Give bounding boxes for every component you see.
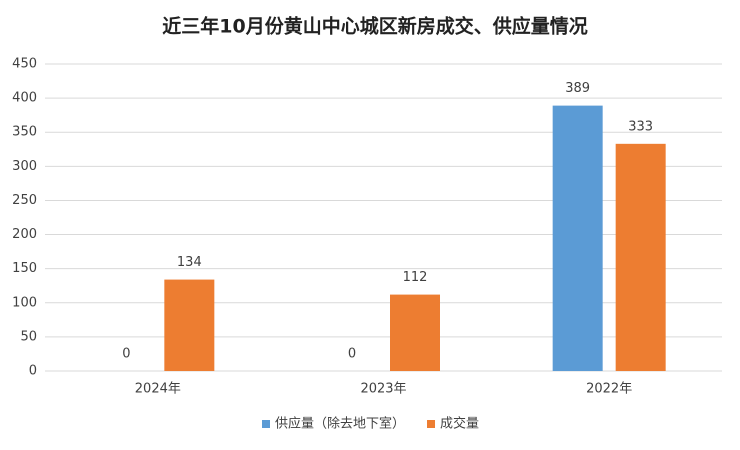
data-label: 389 xyxy=(565,81,590,96)
data-label: 333 xyxy=(628,119,653,134)
data-label: 0 xyxy=(348,347,356,362)
y-tick-label: 350 xyxy=(12,125,37,140)
bar xyxy=(164,279,215,371)
legend-label: 供应量（除去地下室） xyxy=(275,416,405,432)
y-tick-label: 100 xyxy=(12,295,37,310)
bar xyxy=(552,105,603,372)
x-tick-label: 2022年 xyxy=(586,382,632,397)
legend-swatch xyxy=(262,420,270,428)
bar xyxy=(615,143,666,371)
y-tick-label: 150 xyxy=(12,261,37,276)
y-tick-label: 0 xyxy=(29,364,37,379)
y-tick-label: 450 xyxy=(12,57,37,72)
y-tick-label: 250 xyxy=(12,193,37,208)
y-tick-label: 300 xyxy=(12,159,37,174)
x-tick-label: 2023年 xyxy=(360,382,406,397)
x-tick-label: 2024年 xyxy=(135,382,181,397)
legend-swatch xyxy=(427,420,436,428)
y-tick-label: 400 xyxy=(12,91,37,106)
chart-title: 近三年10月份黄山中心城区新房成交、供应量情况 xyxy=(162,15,587,38)
data-label: 112 xyxy=(403,270,428,285)
data-label: 0 xyxy=(122,347,130,362)
legend-label: 成交量 xyxy=(440,416,479,432)
bar xyxy=(390,294,440,371)
y-tick-label: 50 xyxy=(20,329,37,344)
data-label: 134 xyxy=(177,255,202,270)
y-tick-label: 200 xyxy=(12,227,37,242)
